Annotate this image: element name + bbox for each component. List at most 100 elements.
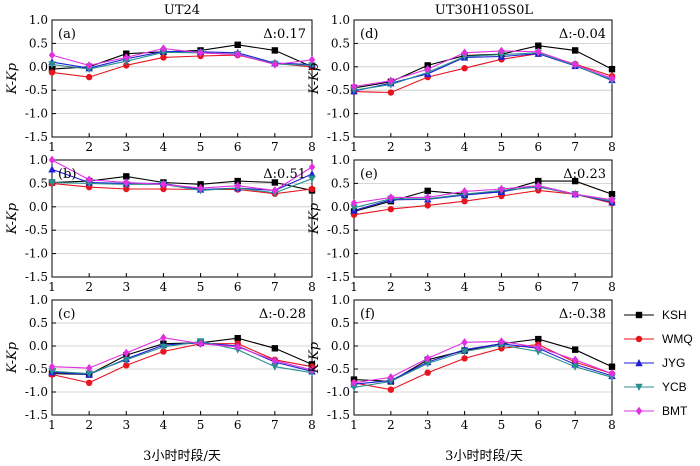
- x-tick-label: 2: [85, 418, 93, 432]
- data-point-bmt: [350, 198, 358, 208]
- x-tick-label: 1: [48, 140, 56, 154]
- x-tick-label: 7: [271, 280, 279, 294]
- plot-frame: [353, 159, 613, 278]
- data-point-ksh: [123, 173, 130, 180]
- y-tick-label: -1.5: [327, 130, 350, 144]
- data-point-ycb: [159, 343, 168, 351]
- legend-label-bmt: BMT: [662, 404, 688, 418]
- x-tick-label: 1: [48, 418, 56, 432]
- panel-label: (a): [58, 27, 76, 42]
- y-tick-label: -1.5: [327, 270, 350, 284]
- y-tick-label: 1.0: [331, 153, 350, 167]
- data-point-ycb: [387, 378, 395, 386]
- x-tick-label: 7: [571, 140, 579, 154]
- panel-f: 1.0 0.5 0.0 -0.5 -1.0 -1.51 2 3 4 5 6 7 8 K-Kp (f) Δ:-0…: [307, 293, 616, 432]
- data-point-wmq: [387, 386, 395, 393]
- x-tick-label: 8: [608, 418, 616, 432]
- x-tick-label: 3: [424, 418, 432, 432]
- plot-frame: [353, 299, 613, 416]
- x-tick-label: 5: [197, 280, 205, 294]
- x-tick-label: 4: [461, 280, 469, 294]
- data-point-bmt: [535, 181, 542, 190]
- data-point-ksh: [271, 47, 279, 54]
- y-tick-label: 1.0: [331, 293, 350, 307]
- series-line-ycb: [353, 344, 613, 388]
- x-tick-label: 2: [387, 140, 395, 154]
- x-tick-label: 3: [122, 280, 130, 294]
- panel-label: (b): [58, 167, 76, 182]
- series-line-bmt: [51, 47, 313, 66]
- y-tick-label: -1.0: [327, 247, 350, 261]
- x-tick-label: 2: [85, 280, 93, 294]
- panel-delta: Δ:0.51: [263, 167, 306, 182]
- data-point-ksh: [424, 187, 431, 195]
- y-tick-label: -0.5: [25, 83, 48, 97]
- data-point-bmt: [387, 373, 395, 382]
- legend-label-ycb: YCB: [662, 380, 687, 394]
- series-line-ycb: [353, 52, 613, 91]
- series-line-bmt: [353, 185, 613, 204]
- data-point-ycb: [85, 370, 93, 378]
- panel-label: (d): [360, 27, 378, 42]
- data-point-wmq: [48, 69, 56, 76]
- x-tick-label: 6: [234, 418, 242, 432]
- series-line-ycb: [51, 340, 313, 375]
- plot-frame: [51, 299, 313, 416]
- x-tick-label: 1: [350, 418, 358, 432]
- data-point-bmt: [535, 343, 542, 352]
- x-tick-label: 2: [85, 140, 93, 154]
- x-tick-label: 4: [160, 418, 168, 432]
- x-tick-label: 1: [350, 140, 358, 154]
- data-point-wmq: [387, 205, 395, 213]
- legend-label-wmq: WMQ: [662, 332, 693, 346]
- x-tick-label: 7: [271, 418, 279, 432]
- y-tick-label: 0.0: [29, 60, 48, 74]
- x-tick-label: 4: [461, 140, 469, 154]
- y-tick-label: -1.5: [25, 130, 48, 144]
- y-tick-label: 0.0: [29, 200, 48, 214]
- y-tick-label: -0.5: [327, 362, 350, 376]
- x-tick-label: 5: [197, 418, 205, 432]
- data-point-bmt: [123, 53, 130, 62]
- x-axis-label-right: 3小时时段/天: [445, 449, 523, 464]
- data-point-bmt: [535, 47, 542, 57]
- series-line-bmt: [51, 337, 313, 371]
- x-tick-label: 8: [308, 140, 316, 154]
- panel-delta: Δ:-0.38: [559, 307, 606, 322]
- data-point-ycb: [308, 175, 316, 183]
- data-point-wmq: [424, 369, 431, 376]
- y-tick-label: -0.5: [25, 223, 48, 237]
- data-point-ksh: [608, 363, 616, 370]
- series-line-wmq: [353, 53, 613, 94]
- x-tick-label: 8: [308, 418, 316, 432]
- x-tick-label: 6: [534, 140, 542, 154]
- x-tick-label: 4: [461, 418, 469, 432]
- data-point-wmq: [160, 185, 167, 193]
- y-tick-label: 0.5: [29, 316, 48, 330]
- panel-b: 1.0 0.5 0.0 -0.5 -1.0 -1.51 2 3 4 5 6 7 8 K-Kp (b) Δ:0.…: [5, 153, 316, 294]
- x-tick-label: 3: [424, 280, 432, 294]
- y-tick-label: -1.5: [25, 270, 48, 284]
- data-point-bmt: [424, 193, 431, 202]
- data-point-wmq: [461, 355, 468, 362]
- data-point-bmt: [160, 180, 167, 189]
- y-tick-label: 0.5: [331, 36, 350, 50]
- data-point-wmq: [160, 54, 167, 61]
- data-point-wmq: [461, 65, 468, 72]
- data-point-bmt: [85, 363, 93, 373]
- y-axis-label: K-Kp: [5, 341, 20, 374]
- data-point-ycb: [271, 363, 279, 371]
- data-point-ycb: [571, 363, 579, 371]
- series-line-wmq: [51, 182, 313, 195]
- data-point-wmq: [85, 379, 93, 386]
- data-point-wmq: [123, 62, 130, 69]
- data-point-bmt: [123, 348, 130, 358]
- data-point-wmq: [424, 202, 431, 209]
- data-point-bmt: [85, 175, 93, 184]
- y-axis-label: K-Kp: [5, 62, 20, 95]
- x-tick-label: 1: [350, 280, 358, 294]
- data-point-ksh: [234, 177, 241, 185]
- data-point-ycb: [48, 179, 56, 187]
- series-line-bmt: [353, 50, 613, 88]
- y-tick-label: 0.0: [331, 200, 350, 214]
